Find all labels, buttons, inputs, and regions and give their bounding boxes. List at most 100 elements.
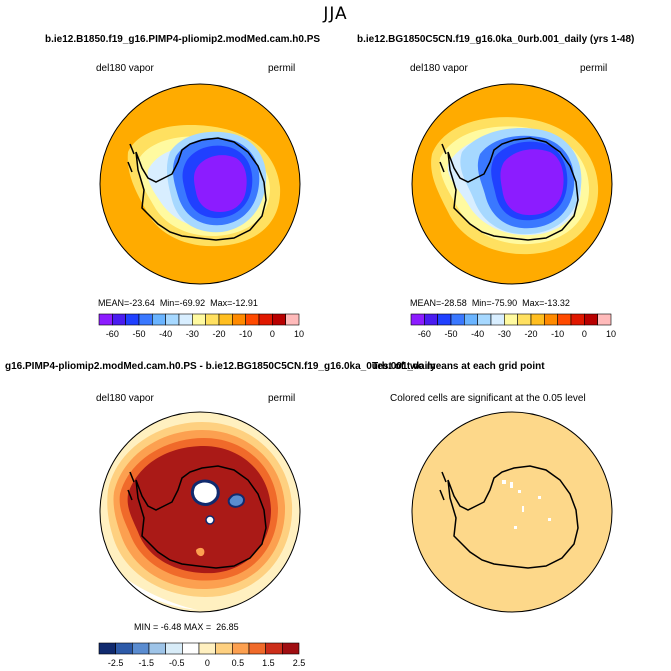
colorbar-swatch	[232, 313, 246, 326]
units-label-top-right: permil	[580, 63, 608, 74]
coastline-islands	[439, 471, 447, 501]
colorbar-swatch	[464, 313, 478, 326]
colorbar-tick-label: 2.5	[293, 658, 306, 668]
colorbar-swatch	[132, 642, 150, 655]
colorbar-swatch	[248, 642, 266, 655]
colorbar-swatch	[557, 313, 572, 326]
case-title-bottom-left: g16.PIMP4-pliomip2.modMed.cam.h0.PS - b.…	[5, 361, 436, 372]
units-label-bottom-left: permil	[268, 393, 296, 404]
colorbar-tick-label: -20	[524, 329, 537, 339]
colorbar-swatch	[530, 313, 545, 326]
coastline-islands	[127, 143, 135, 173]
colorbar-swatch	[490, 313, 505, 326]
colorbar-swatch	[517, 313, 532, 326]
nonsignificant-cell	[510, 482, 513, 488]
colorbar-swatch	[504, 313, 518, 326]
colorbar-swatch	[182, 642, 200, 655]
colorbar-tick-label: -60	[106, 329, 119, 339]
map-bottom-right	[411, 411, 613, 613]
colorbar-swatch	[198, 642, 216, 655]
map-top-left	[99, 83, 301, 285]
colorbar-top-right: -60 -50 -40 -30 -20 -10 0 10	[410, 313, 616, 339]
colorbar-swatch	[570, 313, 585, 326]
colorbar-swatch	[115, 642, 133, 655]
nonsignificant-cell	[548, 518, 551, 521]
colorbar-swatch	[125, 313, 140, 326]
figure-title: JJA	[323, 4, 348, 24]
colorbar-swatch	[178, 313, 193, 326]
colorbar-swatch	[258, 313, 273, 326]
significance-field	[412, 412, 612, 612]
colorbar-tick-label: -20	[212, 329, 225, 339]
colorbar-tick-label: 0	[205, 658, 210, 668]
colorbar-swatch	[584, 313, 598, 326]
coastline-islands	[127, 471, 135, 501]
colorbar-swatch	[437, 313, 452, 326]
case-title-top-right: b.ie12.BG1850C5CN.f19_g16.0ka_0urb.001_d…	[357, 34, 635, 45]
coastline	[135, 137, 267, 241]
map-border	[99, 83, 301, 285]
map-border	[99, 411, 301, 613]
colorbar-top-left: -60 -50 -40 -30 -20 -10 0 10	[98, 313, 304, 339]
variable-label-top-left: del180 vapor	[96, 63, 154, 74]
map-border	[411, 83, 613, 285]
nonsignificant-cell	[514, 526, 517, 529]
units-label-top-left: permil	[268, 63, 296, 74]
colorbar-tick-label: 0.5	[232, 658, 245, 668]
colorbar-tick-label: -30	[498, 329, 511, 339]
colorbar-tick-label: -10	[551, 329, 564, 339]
nonsignificant-cell	[522, 506, 524, 512]
colorbar-swatch	[424, 313, 438, 326]
colorbar-tick-label: -10	[239, 329, 252, 339]
variable-label-top-right: del180 vapor	[410, 63, 468, 74]
coastline-islands	[439, 143, 447, 173]
colorbar-tick-label: -30	[186, 329, 199, 339]
colorbar-swatch	[112, 313, 126, 326]
map-bottom-left	[99, 411, 301, 613]
colorbar-tick-label: -40	[159, 329, 172, 339]
stats-top-left: MEAN=-23.64 Min=-69.92 Max=-12.91	[98, 298, 258, 308]
colorbar-tick-label: -50	[444, 329, 457, 339]
contour-band	[500, 149, 564, 216]
stats-top-right: MEAN=-28.58 Min=-75.90 Max=-13.32	[410, 298, 570, 308]
nonsignificant-cell	[538, 496, 541, 499]
colorbar-tick-label: 0	[270, 329, 275, 339]
colorbar-swatch	[148, 642, 166, 655]
colorbar-swatch	[98, 642, 116, 655]
colorbar-swatch	[192, 313, 206, 326]
colorbar-swatch	[165, 313, 180, 326]
colorbar-swatch	[215, 642, 233, 655]
colorbar-swatch	[232, 642, 250, 655]
colorbar-tick-label: -0.5	[169, 658, 185, 668]
colorbar-swatch	[450, 313, 465, 326]
coastline	[447, 465, 579, 569]
colorbar-tick-label: -2.5	[108, 658, 124, 668]
colorbar-tick-label: 10	[606, 329, 616, 339]
colorbar-swatch	[152, 313, 166, 326]
coastline	[135, 465, 267, 569]
nonsignificant-cell	[518, 490, 521, 493]
negative-anomaly-patch	[190, 479, 220, 506]
colorbar-swatch	[245, 313, 260, 326]
colorbar-swatch	[285, 313, 300, 326]
negative-anomaly-patch	[205, 515, 215, 525]
colorbar-swatch	[282, 642, 300, 655]
colorbar-swatch	[205, 313, 220, 326]
stats-bottom-left: MIN = -6.48 MAX = 26.85	[134, 622, 239, 632]
colorbar-tick-label: -60	[418, 329, 431, 339]
colorbar-tick-label: -40	[471, 329, 484, 339]
colorbar-swatch	[544, 313, 558, 326]
coastline	[447, 137, 579, 241]
colorbar-swatch	[165, 642, 183, 655]
colorbar-tick-label: 1.5	[262, 658, 275, 668]
nonsignificant-cell	[502, 480, 506, 484]
colorbar-tick-label: -1.5	[138, 658, 154, 668]
positive-anomaly-patch	[196, 547, 205, 557]
colorbar-swatch	[410, 313, 425, 326]
colorbar-swatch	[98, 313, 113, 326]
colorbar-tick-label: -50	[132, 329, 145, 339]
map-top-right	[411, 83, 613, 285]
variable-label-bottom-left: del180 vapor	[96, 393, 154, 404]
colorbar-swatch	[138, 313, 153, 326]
contour-band	[127, 446, 271, 574]
